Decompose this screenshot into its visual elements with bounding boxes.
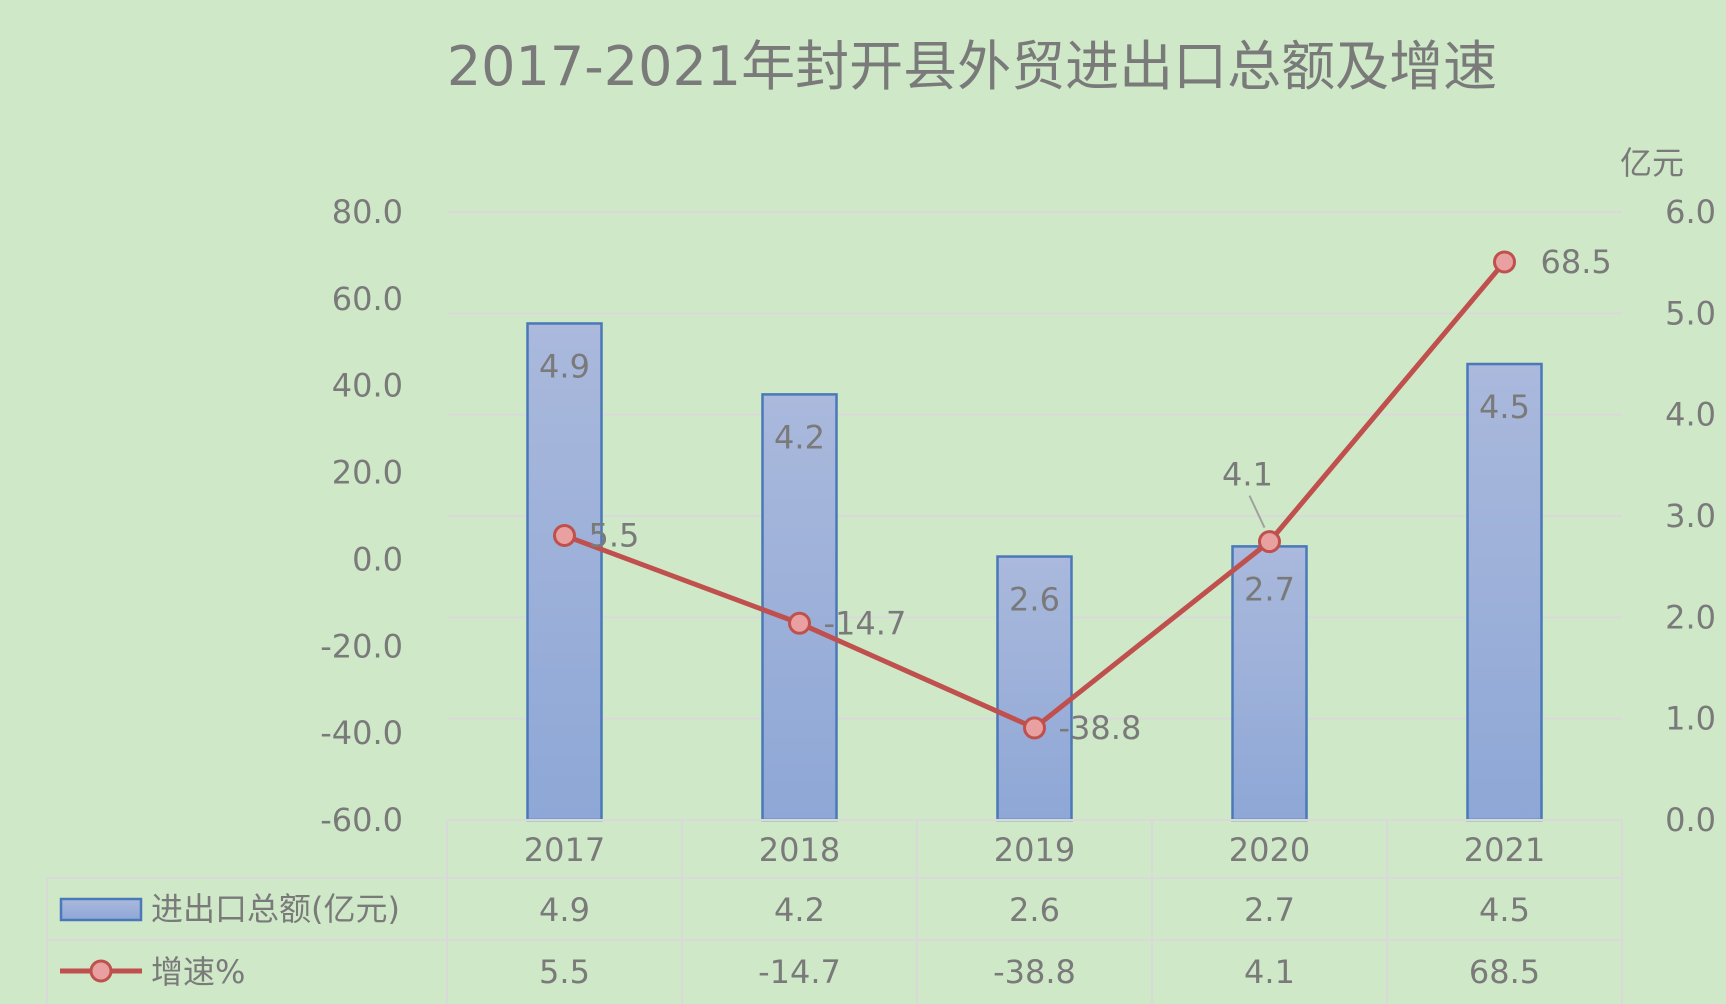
line-series: 5.5 -14.7 -38.8 4.1 68.5 [553, 243, 1612, 747]
left-tick-label: 80.0 [332, 193, 403, 231]
right-axis: 亿元 6.0 5.0 4.0 3.0 2.0 1.0 0.0 [1620, 144, 1716, 839]
line-marker-2020 [1258, 530, 1281, 554]
table-cell: 68.5 [1469, 953, 1540, 991]
table-cell: 4.2 [774, 891, 825, 929]
left-tick-label: 20.0 [332, 454, 403, 492]
bar-data-label: 4.2 [774, 418, 825, 456]
table-cell: 2.7 [1244, 891, 1295, 929]
table-cell: 4.5 [1479, 891, 1530, 929]
bar-data-label: 2.7 [1244, 570, 1295, 608]
left-tick-label: -20.0 [320, 627, 403, 665]
right-tick-label: 4.0 [1665, 396, 1716, 434]
bar-data-label: 4.9 [539, 347, 590, 385]
table-cell: -14.7 [758, 953, 841, 991]
right-tick-label: 2.0 [1665, 598, 1716, 636]
table-cell: 5.5 [539, 953, 590, 991]
legend-bar-label: 进出口总额(亿元) [151, 890, 400, 928]
left-tick-label: 60.0 [332, 280, 403, 318]
left-tick-label: -60.0 [320, 801, 403, 839]
bar-data-label: 2.6 [1009, 581, 1060, 619]
right-tick-label: 0.0 [1665, 801, 1716, 839]
line-data-label: -14.7 [824, 604, 907, 642]
chart-title: 2017-2021年封开县外贸进出口总额及增速 [447, 35, 1497, 98]
table-category: 2017 [524, 831, 605, 869]
line-data-label: -38.8 [1059, 709, 1142, 747]
table-category: 2021 [1464, 831, 1545, 869]
data-label-leader [1248, 495, 1266, 529]
table-cell: 4.9 [539, 891, 590, 929]
line-marker-2019 [1023, 716, 1046, 740]
line-data-label: 5.5 [589, 517, 640, 555]
right-axis-unit: 亿元 [1620, 144, 1684, 182]
line-data-label: 4.1 [1222, 456, 1273, 494]
right-tick-label: 3.0 [1665, 497, 1716, 535]
bar-2020 [1231, 545, 1308, 822]
line-data-label: 68.5 [1541, 243, 1612, 281]
left-tick-label: 0.0 [352, 540, 403, 578]
legend-line-marker [89, 959, 113, 983]
bar-2021 [1466, 362, 1543, 822]
legend-line-label: 增速% [151, 953, 245, 991]
left-tick-label: -40.0 [320, 714, 403, 752]
right-tick-label: 6.0 [1665, 193, 1716, 231]
table-cell: -38.8 [993, 953, 1076, 991]
left-axis: 80.0 60.0 40.0 20.0 0.0 -20.0 -40.0 -60.0 [320, 193, 403, 839]
table-cell: 4.1 [1244, 953, 1295, 991]
table-category: 2020 [1229, 831, 1310, 869]
table-category: 2018 [759, 831, 840, 869]
bar-data-label: 4.5 [1479, 388, 1530, 426]
line-marker-2017 [553, 524, 576, 548]
data-table: 2017 2018 2019 2020 2021 进出口总额(亿元) 4.9 4.2 2.6 2.… [46, 819, 1623, 1004]
line-marker-2021 [1493, 250, 1516, 274]
legend-bar-swatch [59, 897, 143, 922]
left-tick-label: 40.0 [332, 367, 403, 405]
right-tick-label: 1.0 [1665, 700, 1716, 738]
table-category: 2019 [994, 831, 1075, 869]
right-tick-label: 5.0 [1665, 294, 1716, 332]
line-marker-2018 [788, 611, 811, 635]
bar-2017 [526, 322, 603, 822]
table-cell: 2.6 [1009, 891, 1060, 929]
bar-series: 4.9 4.2 2.6 2.7 4.5 [526, 322, 1543, 822]
